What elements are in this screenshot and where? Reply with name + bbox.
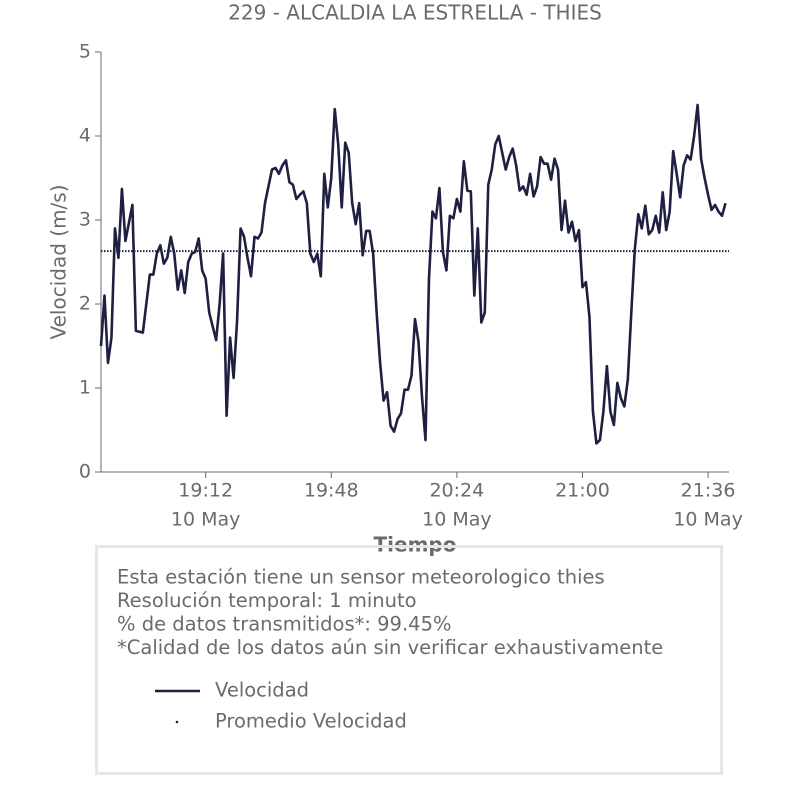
x-tick-date: 10 May [422, 509, 492, 531]
y-tick-label: 5 [79, 41, 91, 63]
info-note: Esta estación tiene un sensor meteorolog… [117, 566, 605, 589]
x-tick-date: 10 May [673, 509, 743, 531]
x-axis-label: Tiempo [374, 533, 457, 557]
x-tick-date: 10 May [171, 509, 241, 531]
info-box [95, 545, 723, 775]
info-note: *Calidad de los datos aún sin verificar … [117, 636, 663, 659]
x-tick-label: 21:36 [681, 480, 736, 502]
y-tick-label: 1 [79, 377, 91, 399]
x-tick-label: 19:48 [304, 480, 359, 502]
legend-label: Promedio Velocidad [215, 710, 407, 733]
speed-line [99, 103, 727, 445]
legend-dot [175, 720, 179, 724]
legend-label: Velocidad [215, 679, 309, 702]
y-tick-label: 4 [79, 125, 91, 147]
y-tick-label: 3 [79, 209, 91, 231]
x-tick-label: 21:00 [555, 480, 610, 502]
y-axis-label: Velocidad (m/s) [47, 184, 71, 339]
info-note: Resolución temporal: 1 minuto [117, 589, 417, 612]
chart-title: 229 - ALCALDIA LA ESTRELLA - THIES [228, 1, 602, 25]
y-tick-label: 0 [79, 461, 91, 483]
y-tick-label: 2 [79, 293, 91, 315]
x-tick-label: 20:24 [429, 480, 484, 502]
x-tick-label: 19:12 [178, 480, 233, 502]
info-note: % de datos transmitidos*: 99.45% [117, 613, 452, 636]
